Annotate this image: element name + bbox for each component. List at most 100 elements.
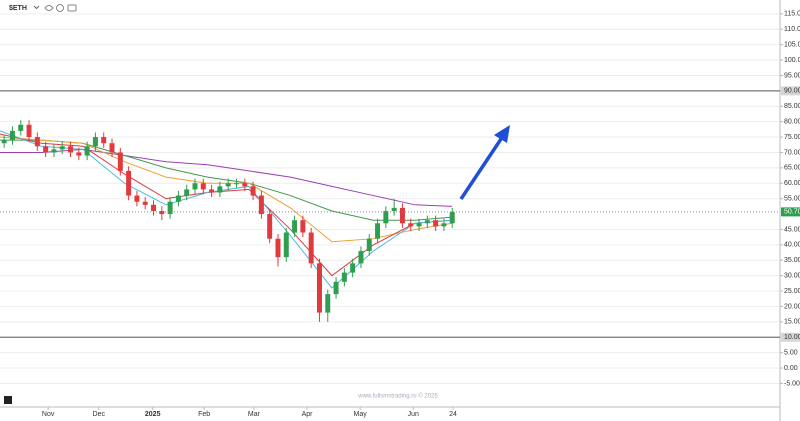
candle-body [109, 143, 115, 153]
candle-body [399, 207, 405, 224]
y-tick-label: 30.00 [784, 272, 800, 279]
candle-body [375, 223, 381, 239]
y-tick-label: 100.00 [784, 57, 800, 64]
x-tick-label: Dec [93, 411, 106, 418]
logo [4, 396, 12, 404]
x-tick-label: 24 [449, 411, 457, 418]
candle-body [341, 272, 347, 282]
candle-body [391, 207, 397, 211]
level-label-box [781, 86, 800, 96]
y-tick-label: 70.00 [784, 149, 800, 156]
candle-body [209, 189, 215, 193]
candle-body [175, 195, 181, 202]
last-price-box [781, 207, 800, 217]
y-tick-label: 80.00 [784, 118, 800, 125]
y-tick-label: 105.00 [784, 42, 800, 49]
y-tick-label: -5.00 [784, 380, 800, 387]
candle-body [433, 220, 439, 227]
candle-body [34, 137, 40, 147]
dropdown-icon[interactable] [33, 5, 40, 10]
candle-body [416, 223, 422, 227]
candle-body [217, 186, 223, 193]
candle-body [1, 140, 7, 144]
x-tick-label: Feb [198, 411, 210, 418]
candle-body [101, 137, 107, 144]
info-icon[interactable] [56, 4, 64, 12]
y-tick-label: 35.00 [784, 257, 800, 264]
x-tick-label: Jun [408, 411, 419, 418]
candle-body [424, 220, 430, 224]
candle-body [408, 223, 414, 227]
symbol[interactable]: $ETH [9, 5, 27, 12]
y-tick-label: 110.00 [784, 26, 800, 33]
last-price-label: 50.70 [784, 209, 800, 216]
y-tick-label: 95.00 [784, 72, 800, 79]
x-tick-label: 2025 [145, 411, 161, 418]
candle-body [151, 204, 156, 211]
candle-body [275, 238, 281, 258]
y-tick-label: 5.00 [784, 349, 798, 356]
candle-body [51, 149, 57, 153]
y-tick-label: 20.00 [784, 303, 800, 310]
moving-average [0, 148, 453, 207]
x-tick-label: Mar [248, 411, 261, 418]
candle-body [225, 183, 231, 187]
candle-body [200, 183, 206, 190]
candle-body [325, 294, 331, 313]
candle-body [250, 186, 256, 196]
y-tick-label: 45.00 [784, 226, 800, 233]
candle-body [92, 137, 98, 147]
candle-body [350, 263, 356, 273]
candle-body [441, 223, 447, 227]
candle-body [449, 211, 455, 224]
watermark: www.fullsmstrading.ru © 2025 [357, 393, 438, 400]
y-tick-label: 90.00 [784, 88, 800, 95]
y-tick-label: 25.00 [784, 288, 800, 295]
y-tick-label: 55.00 [784, 195, 800, 202]
candle-body [43, 146, 49, 153]
candle-body [184, 189, 190, 196]
y-tick-label: 15.00 [784, 319, 800, 326]
candle-body [26, 124, 32, 138]
candle-body [242, 183, 248, 187]
candle-body [134, 195, 140, 202]
candle-body [383, 210, 389, 224]
x-tick-label: May [354, 411, 368, 418]
candle-body [117, 152, 123, 171]
candle-body [283, 232, 289, 258]
visibility-icon[interactable] [44, 5, 54, 11]
candle-body [159, 210, 165, 215]
y-tick-label: 115.00 [784, 11, 800, 18]
candle-body [9, 130, 15, 141]
x-tick-label: Nov [42, 411, 55, 418]
candle-body [300, 220, 306, 233]
candle-body [333, 281, 339, 295]
y-tick-label: 60.00 [784, 180, 800, 187]
candle-body [267, 214, 273, 239]
candle-body [366, 238, 372, 252]
candle-body [126, 170, 132, 196]
candle-body [167, 201, 173, 215]
candle-body [59, 146, 65, 150]
candle-body [142, 201, 148, 205]
candle-body [358, 251, 364, 264]
y-tick-label: 65.00 [784, 165, 800, 172]
snapshot-icon[interactable] [67, 4, 77, 12]
candle-body [292, 220, 298, 233]
y-tick-label: 40.00 [784, 242, 800, 249]
candle-body [234, 183, 239, 185]
y-tick-label: 10.00 [784, 334, 800, 341]
candle-body [76, 152, 82, 156]
candle-body [258, 195, 264, 215]
y-tick-label: 75.00 [784, 134, 800, 141]
x-tick-label: Apr [302, 411, 314, 418]
level-label-box [781, 332, 800, 342]
candle-body [192, 183, 198, 190]
candle-body [18, 124, 24, 131]
arrow-shaft [459, 135, 505, 200]
y-tick-label: 0.00 [784, 365, 798, 372]
candle-body [316, 263, 322, 313]
candle-body [68, 146, 74, 153]
